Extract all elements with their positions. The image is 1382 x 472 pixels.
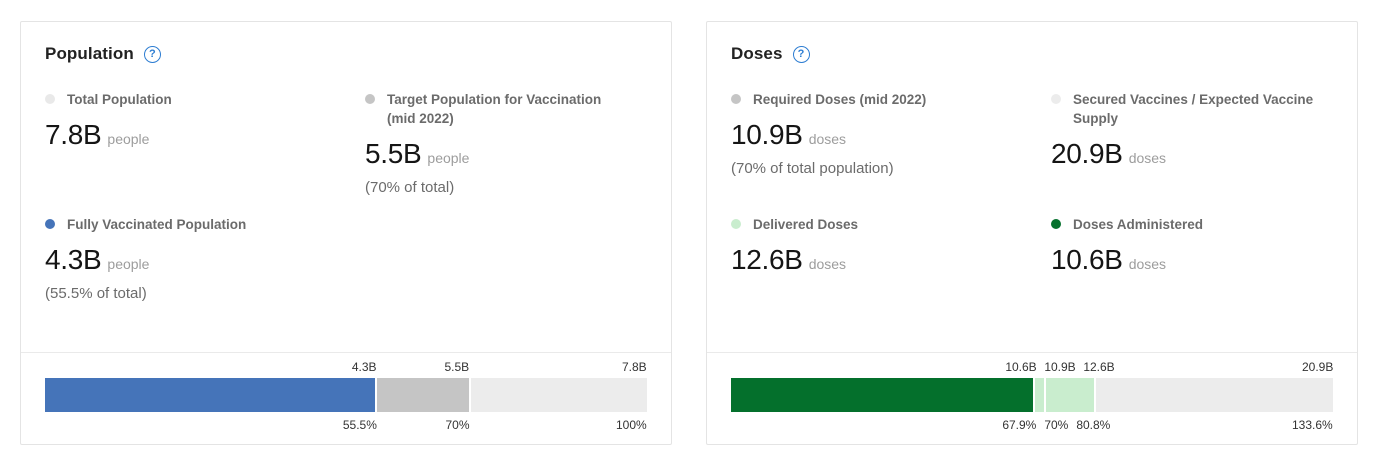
stat-value: 20.9B [1051,138,1123,170]
legend-dot-doses-administered [1051,219,1061,229]
bar-segment[interactable] [1035,378,1044,412]
bar-bottom-label: 133.6% [1292,418,1333,432]
stat-value: 12.6B [731,244,803,276]
help-icon[interactable]: ? [792,45,810,63]
stat-unit: people [427,150,470,167]
doses-card: Doses ? Required Doses (mid 2022) 10.9B … [706,21,1358,445]
legend-dot-fully-vaccinated [45,219,55,229]
stat-unit: doses [1128,150,1167,167]
stat-unit: people [107,256,150,273]
bar-top-label: 10.9B [1044,360,1076,374]
stat-delivered-doses: Delivered Doses 12.6B doses [731,215,1051,340]
doses-stats: Required Doses (mid 2022) 10.9B doses (7… [731,90,1333,340]
doses-bar-chart: 10.6B 10.9B 12.6B 20.9B 67.9% 70% 80.8% 133.6% [707,352,1357,444]
bar-bottom-label: 67.9% [1002,418,1037,432]
bar-track [731,378,1334,412]
stat-label: Doses Administered [1073,217,1204,232]
stat-label: Total Population [67,92,172,107]
stat-value: 10.6B [1051,244,1123,276]
stat-unit: doses [808,131,847,148]
legend-dot-delivered-doses [731,219,741,229]
population-card-title: Population [45,44,134,63]
bar-segment[interactable] [1096,378,1334,412]
bar-segment[interactable] [1045,378,1095,412]
bar-segment[interactable] [45,378,375,412]
bar-segment[interactable] [376,378,469,412]
bar-track [45,378,647,412]
stat-label: Delivered Doses [753,217,859,232]
stat-label: Target Population for Vaccination (mid 2… [387,92,602,127]
bar-value-labels: 10.6B 10.9B 12.6B 20.9B [731,358,1333,376]
bar-bottom-label: 70% [1044,418,1069,432]
bar-top-label: 10.6B [1005,360,1037,374]
bar-segment[interactable] [731,378,1034,412]
legend-dot-total-population [45,94,55,104]
bar-top-label: 5.5B [444,360,470,374]
bar-segment[interactable] [470,378,647,412]
stat-label: Required Doses (mid 2022) [753,92,927,107]
stat-note: (55.5% of total) [45,285,147,303]
bar-bottom-label: 55.5% [342,418,377,432]
bar-top-label: 7.8B [622,360,647,374]
stat-unit: doses [1128,256,1167,273]
stat-required-doses: Required Doses (mid 2022) 10.9B doses (7… [731,90,1051,215]
doses-card-title: Doses [731,44,783,63]
bar-percent-labels: 55.5% 70% 100% [45,416,647,434]
population-card: Population ? Total Population 7.8B peopl… [20,21,672,445]
bar-bottom-label: 100% [616,418,647,432]
stat-value: 10.9B [731,119,803,151]
stat-note: (70% of total population) [731,160,894,178]
population-card-header: Population ? [45,44,647,64]
bar-top-label: 20.9B [1302,360,1334,374]
legend-dot-target-population [365,94,375,104]
population-bar-chart: 4.3B 5.5B 7.8B 55.5% 70% 100% [21,352,671,444]
doses-card-header: Doses ? [731,44,1333,64]
bar-percent-labels: 67.9% 70% 80.8% 133.6% [731,416,1333,434]
stat-fully-vaccinated: Fully Vaccinated Population 4.3B people … [45,215,365,340]
stat-doses-administered: Doses Administered 10.6B doses [1051,215,1333,340]
bar-top-label: 4.3B [351,360,377,374]
stat-secured-vaccines: Secured Vaccines / Expected Vaccine Supp… [1051,90,1333,215]
stat-unit: doses [808,256,847,273]
stat-label: Secured Vaccines / Expected Vaccine Supp… [1073,92,1314,127]
help-icon[interactable]: ? [143,45,161,63]
stat-target-population: Target Population for Vaccination (mid 2… [365,90,647,215]
stat-total-population: Total Population 7.8B people [45,90,365,215]
stat-value: 5.5B [365,138,422,170]
bar-bottom-label: 80.8% [1076,418,1111,432]
legend-dot-secured-vaccines [1051,94,1061,104]
stat-value: 4.3B [45,244,102,276]
population-stats: Total Population 7.8B people Target Popu… [45,90,647,340]
bar-top-label: 12.6B [1083,360,1115,374]
legend-dot-required-doses [731,94,741,104]
bar-value-labels: 4.3B 5.5B 7.8B [45,358,647,376]
bar-bottom-label: 70% [445,418,470,432]
stat-label: Fully Vaccinated Population [67,217,247,232]
stat-value: 7.8B [45,119,102,151]
stat-unit: people [107,131,150,148]
stat-note: (70% of total) [365,179,455,197]
